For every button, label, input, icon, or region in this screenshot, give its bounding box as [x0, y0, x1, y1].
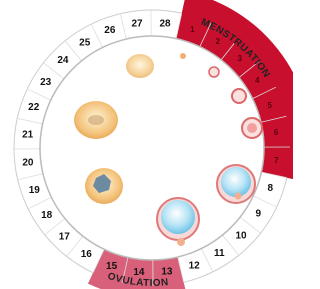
- corpus: [126, 54, 154, 78]
- day-number: 27: [132, 19, 144, 30]
- follicle: [180, 53, 186, 59]
- day-number: 2: [215, 37, 220, 46]
- day-number: 6: [274, 128, 279, 137]
- egg-cell: [177, 238, 185, 246]
- page: {"days": [1, 2, 3, 4, 5, 6, 7, 8, 9, 10,…: [0, 0, 320, 289]
- day-number: 12: [189, 260, 201, 271]
- cycle-diagram: 1234567891011121314151617181920212223242…: [0, 0, 293, 289]
- day-number: 15: [106, 261, 118, 272]
- day-number: 20: [22, 158, 34, 169]
- day-number: 10: [235, 230, 247, 241]
- follicle: [232, 89, 246, 103]
- day-number: 18: [41, 210, 53, 221]
- egg-cell: [235, 193, 242, 200]
- day-number: 22: [28, 102, 40, 113]
- day-number: 24: [57, 55, 69, 66]
- day-number: 7: [274, 156, 279, 165]
- day-number: 19: [29, 185, 41, 196]
- follicle: [247, 123, 257, 133]
- day-number: 28: [160, 18, 172, 29]
- egg: [221, 167, 251, 197]
- day-number: 9: [256, 208, 262, 219]
- day-number: 1: [190, 25, 195, 34]
- day-number: 11: [214, 248, 225, 259]
- egg: [161, 200, 195, 234]
- day-number: 26: [104, 25, 116, 36]
- follicle: [209, 67, 219, 77]
- corpus-core: [88, 115, 104, 125]
- day-number: 17: [59, 232, 71, 243]
- day-number: 4: [255, 76, 260, 85]
- day-number: 8: [268, 183, 274, 194]
- day-number: 23: [40, 77, 52, 88]
- day-number: 16: [81, 249, 93, 260]
- day-number: 3: [237, 54, 242, 63]
- day-number: 13: [161, 267, 173, 278]
- day-number: 21: [22, 130, 34, 141]
- day-number: 14: [133, 267, 145, 278]
- day-number: 5: [267, 101, 272, 110]
- day-number: 25: [79, 37, 91, 48]
